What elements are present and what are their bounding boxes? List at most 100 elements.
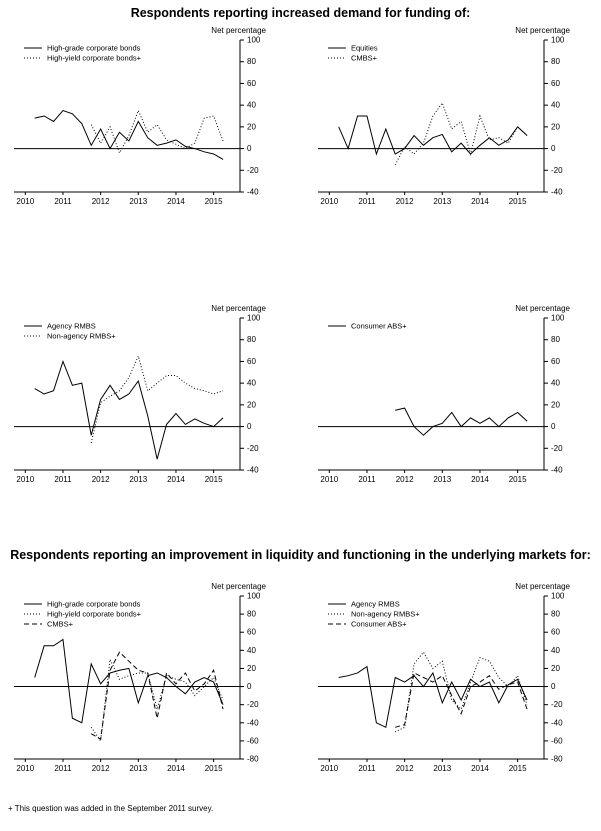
svg-text:2014: 2014 — [471, 475, 489, 484]
svg-text:-40: -40 — [551, 466, 563, 475]
svg-text:2012: 2012 — [92, 764, 110, 773]
svg-text:-20: -20 — [551, 166, 563, 175]
svg-text:40: 40 — [247, 101, 256, 110]
svg-text:2013: 2013 — [433, 764, 451, 773]
svg-text:Equities: Equities — [351, 44, 378, 53]
svg-text:2012: 2012 — [92, 197, 110, 206]
section-title-liquidity: Respondents reporting an improvement in … — [10, 548, 591, 562]
chart-demand-consumer-abs: Net percentage 100 80 60 40 20 0 -20 -40 2010 2011… — [312, 302, 601, 499]
svg-text:100: 100 — [247, 592, 261, 601]
svg-text:60: 60 — [551, 79, 560, 88]
svg-text:2013: 2013 — [433, 475, 451, 484]
svg-text:High-yield corporate bonds+: High-yield corporate bonds+ — [47, 54, 142, 63]
chart-liquidity-corporate-bonds-cmbs: Net percentage 100 80 60 40 20 0 -20 -40 -60 -80 20… — [8, 580, 300, 790]
svg-text:2011: 2011 — [54, 764, 72, 773]
svg-text:2014: 2014 — [167, 197, 185, 206]
chart-liquidity-rmbs-abs: Net percentage 100 80 60 40 20 0 -20 -40 -60 -80 20… — [312, 580, 601, 790]
svg-text:2013: 2013 — [129, 197, 147, 206]
svg-text:0: 0 — [247, 682, 252, 691]
svg-text:Net percentage: Net percentage — [211, 582, 266, 591]
svg-text:High-grade corporate bonds: High-grade corporate bonds — [47, 600, 141, 609]
svg-text:0: 0 — [247, 144, 252, 153]
svg-text:2010: 2010 — [320, 475, 338, 484]
svg-text:100: 100 — [551, 36, 565, 45]
svg-text:Consumer ABS+: Consumer ABS+ — [351, 322, 407, 331]
svg-text:60: 60 — [551, 628, 560, 637]
svg-text:-40: -40 — [247, 466, 259, 475]
svg-text:40: 40 — [551, 646, 560, 655]
svg-text:Net percentage: Net percentage — [515, 304, 570, 313]
svg-text:-20: -20 — [247, 166, 259, 175]
svg-text:40: 40 — [551, 379, 560, 388]
svg-text:2013: 2013 — [129, 475, 147, 484]
svg-text:-40: -40 — [551, 718, 563, 727]
svg-text:60: 60 — [247, 357, 256, 366]
svg-text:Agency RMBS: Agency RMBS — [351, 600, 400, 609]
chart-demand-corporate-bonds: Net percentage 100 80 60 40 20 0 -20 -40 2010 2011… — [8, 24, 300, 221]
svg-text:40: 40 — [247, 379, 256, 388]
svg-text:Net percentage: Net percentage — [211, 304, 266, 313]
svg-text:80: 80 — [551, 610, 560, 619]
svg-text:Net percentage: Net percentage — [515, 26, 570, 35]
svg-text:2011: 2011 — [54, 197, 72, 206]
svg-text:2011: 2011 — [358, 764, 376, 773]
chart-demand-rmbs: Net percentage 100 80 60 40 20 0 -20 -40 2010 2011… — [8, 302, 300, 499]
svg-text:2011: 2011 — [54, 475, 72, 484]
svg-text:2013: 2013 — [129, 764, 147, 773]
svg-text:2010: 2010 — [16, 475, 34, 484]
svg-text:-20: -20 — [247, 444, 259, 453]
svg-text:80: 80 — [551, 57, 560, 66]
svg-text:100: 100 — [247, 314, 261, 323]
svg-text:High-grade corporate bonds: High-grade corporate bonds — [47, 44, 141, 53]
svg-text:-20: -20 — [551, 444, 563, 453]
svg-text:2014: 2014 — [167, 475, 185, 484]
svg-text:100: 100 — [551, 314, 565, 323]
svg-text:High-yield corporate bonds+: High-yield corporate bonds+ — [47, 610, 142, 619]
svg-text:-80: -80 — [247, 755, 259, 764]
svg-text:2013: 2013 — [433, 197, 451, 206]
svg-text:20: 20 — [551, 122, 560, 131]
chart-demand-equities-cmbs: Net percentage 100 80 60 40 20 0 -20 -40 2010 2011… — [312, 24, 601, 221]
svg-text:CMBS+: CMBS+ — [351, 54, 378, 63]
svg-text:2011: 2011 — [358, 197, 376, 206]
svg-text:20: 20 — [247, 400, 256, 409]
svg-text:CMBS+: CMBS+ — [47, 620, 74, 629]
section-title-demand: Respondents reporting increased demand f… — [130, 6, 471, 20]
svg-text:2015: 2015 — [509, 475, 527, 484]
svg-text:2012: 2012 — [396, 764, 414, 773]
svg-text:Net percentage: Net percentage — [515, 582, 570, 591]
svg-text:80: 80 — [551, 335, 560, 344]
svg-text:2015: 2015 — [205, 764, 223, 773]
svg-text:40: 40 — [247, 646, 256, 655]
svg-text:2010: 2010 — [16, 764, 34, 773]
svg-text:2015: 2015 — [509, 197, 527, 206]
svg-text:Net percentage: Net percentage — [211, 26, 266, 35]
svg-text:-80: -80 — [551, 755, 563, 764]
svg-text:60: 60 — [247, 628, 256, 637]
svg-text:Non-agency RMBS+: Non-agency RMBS+ — [351, 610, 420, 619]
svg-text:2012: 2012 — [92, 475, 110, 484]
svg-text:2015: 2015 — [509, 764, 527, 773]
svg-text:Non-agency RMBS+: Non-agency RMBS+ — [47, 332, 116, 341]
svg-text:20: 20 — [551, 664, 560, 673]
svg-text:80: 80 — [247, 610, 256, 619]
svg-text:-60: -60 — [551, 736, 563, 745]
svg-text:2014: 2014 — [167, 764, 185, 773]
svg-text:0: 0 — [551, 144, 556, 153]
footnote: + This question was added in the Septemb… — [8, 804, 214, 813]
svg-text:2014: 2014 — [471, 764, 489, 773]
svg-text:20: 20 — [247, 122, 256, 131]
svg-text:-40: -40 — [247, 718, 259, 727]
svg-text:2014: 2014 — [471, 197, 489, 206]
svg-text:2010: 2010 — [320, 764, 338, 773]
svg-text:80: 80 — [247, 57, 256, 66]
svg-text:-20: -20 — [551, 700, 563, 709]
svg-text:0: 0 — [551, 422, 556, 431]
svg-text:2012: 2012 — [396, 475, 414, 484]
svg-text:0: 0 — [247, 422, 252, 431]
svg-text:-40: -40 — [551, 188, 563, 197]
